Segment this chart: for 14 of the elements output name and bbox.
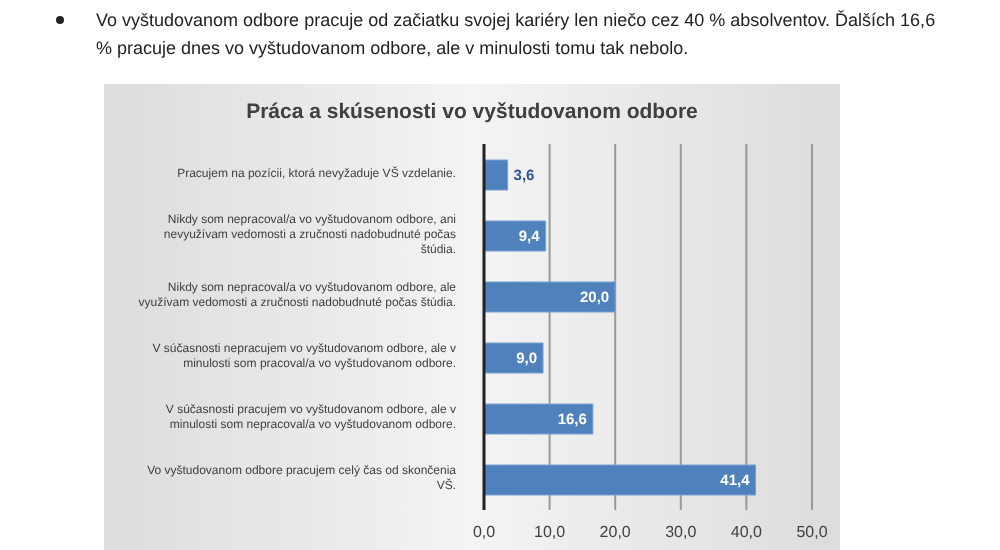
x-tick-label: 20,0: [599, 523, 632, 542]
bar: [484, 464, 757, 496]
x-tick-label: 40,0: [730, 523, 764, 542]
chart-title: Práca a skúsenosti vo vyštudovanom odbore: [244, 100, 700, 124]
x-tick-label: 50,0: [796, 523, 829, 542]
bar: [484, 220, 547, 252]
x-tick-label: 0,0: [472, 523, 497, 542]
bar: [484, 342, 544, 374]
bar: [484, 403, 594, 435]
bar: [484, 159, 509, 191]
text: Vo vyštudovanom odbore pracuje od začiatku svojej kariéry len niečo cez 40 % absolventov. Ďalších 16,6 % pracuje dnes vo vyštudovanom odbore, ale v minulosti tomu tak nebolo.: [96, 8, 936, 62]
bar: [484, 281, 616, 313]
x-tick-label: 30,0: [665, 523, 698, 542]
x-tick-label: 10,0: [534, 523, 567, 542]
